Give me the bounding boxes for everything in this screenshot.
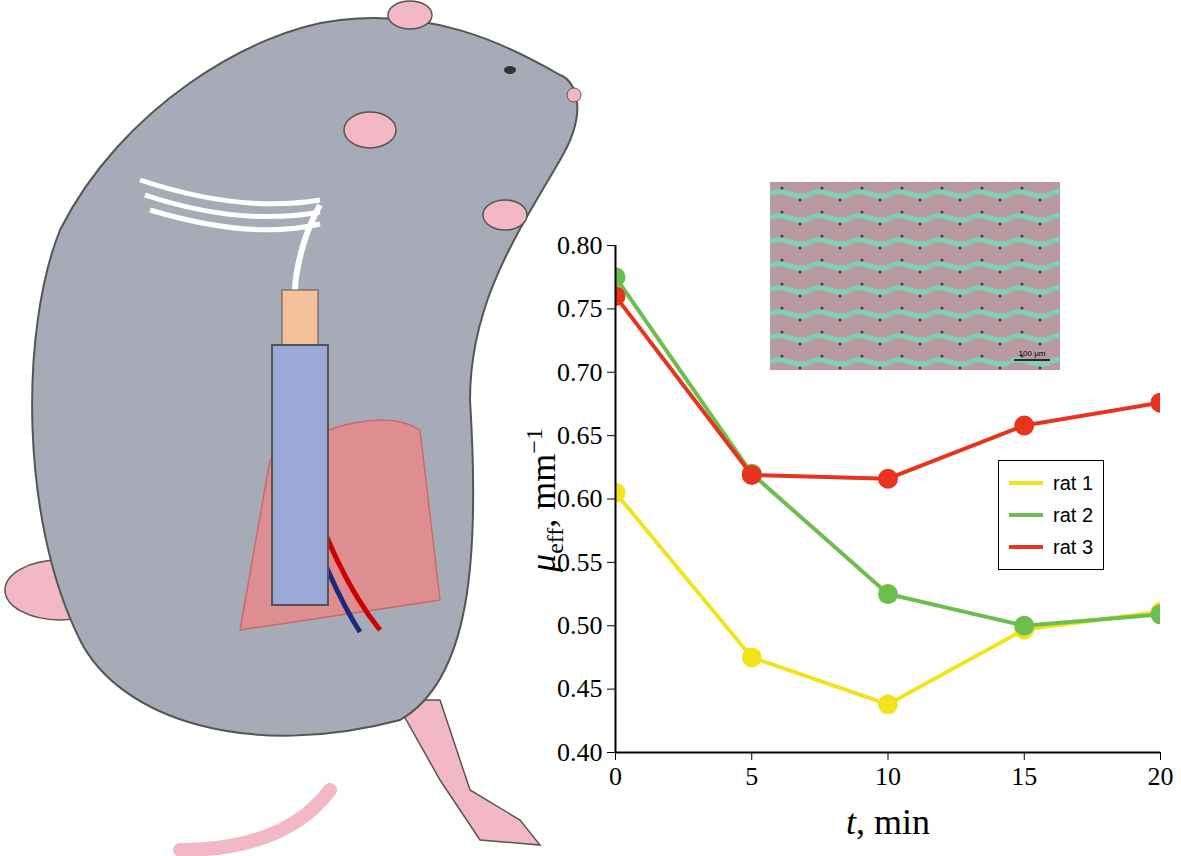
html-text:−1: −1 — [520, 428, 547, 454]
html-text:, mm: , mm — [522, 453, 563, 528]
html-text:μ: μ — [522, 553, 563, 572]
svg-text:5: 5 — [745, 762, 758, 791]
svg-text:0.70: 0.70 — [557, 358, 603, 387]
svg-text:0.80: 0.80 — [557, 231, 603, 260]
html-text:rat 2: rat 2 — [1053, 503, 1093, 526]
html-text:rat 1: rat 1 — [1053, 471, 1093, 494]
svg-text:0.45: 0.45 — [557, 674, 603, 703]
svg-text:10: 10 — [875, 762, 901, 791]
svg-text:15: 15 — [1011, 762, 1037, 791]
html-text:rat 3: rat 3 — [1053, 535, 1093, 558]
svg-text:0.75: 0.75 — [557, 294, 603, 323]
html-text:t, min: t, min — [846, 802, 930, 842]
svg-text:20: 20 — [1148, 762, 1174, 791]
svg-text:0: 0 — [609, 762, 622, 791]
svg-text:0.65: 0.65 — [557, 421, 603, 450]
svg-text:100 μm: 100 μm — [1019, 349, 1046, 358]
svg-text:0.60: 0.60 — [557, 484, 603, 513]
svg-text:0.40: 0.40 — [557, 738, 603, 767]
svg-text:0.50: 0.50 — [557, 611, 603, 640]
svg-text:0.55: 0.55 — [557, 547, 603, 577]
html-text:eff: eff — [542, 527, 569, 554]
